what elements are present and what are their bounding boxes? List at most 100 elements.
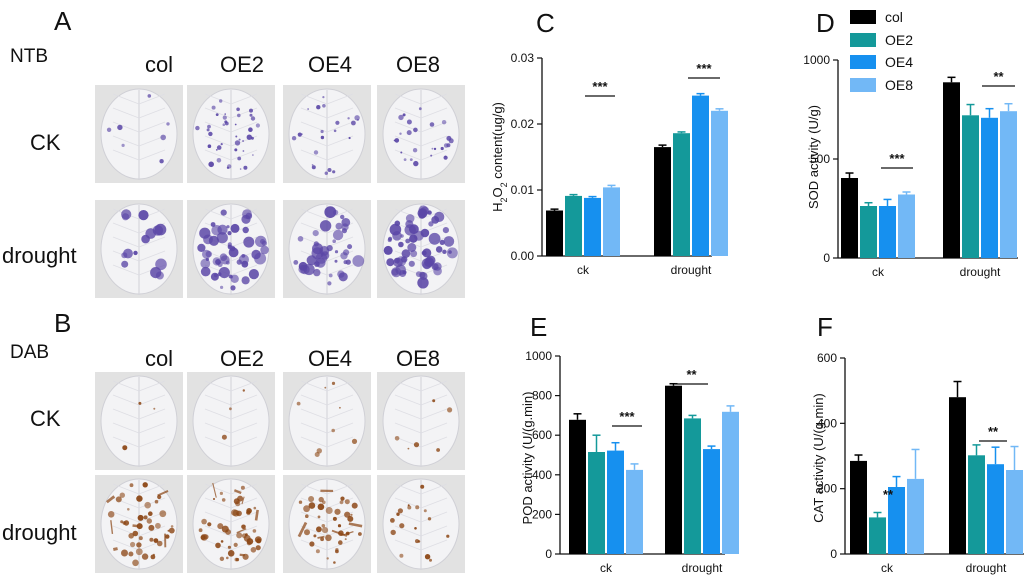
panel-b-row-header-ck: CK: [30, 406, 61, 431]
bar-drought-col: [943, 82, 960, 258]
legend: col OE2 OE4 OE8: [850, 6, 913, 96]
leaf-photo-ntb-ck-col: [95, 85, 183, 183]
legend-swatch-oe2: [850, 32, 876, 47]
bar-drought-oe4: [692, 95, 709, 256]
bar-ck-oe4: [607, 450, 624, 554]
panel-a-label: A: [54, 6, 72, 36]
y-tick-label: 500: [810, 152, 830, 166]
y-axis-label: POD activity (U/(g.min): [520, 392, 535, 525]
chart-c-h2o2: C 0.00 0.01 0.02 0.03 H2O2 content(ug/g) ck dro…: [490, 8, 728, 277]
panel-b-col-header-oe4: OE4: [307, 346, 353, 371]
legend-label-oe2: OE2: [885, 31, 914, 48]
leaf-photo-dab-ck-col: [95, 372, 183, 470]
panel-b-label: B: [54, 308, 72, 338]
bar-ck-oe2: [860, 206, 877, 258]
x-category-label: drought: [966, 561, 1007, 575]
legend-swatch-col: [850, 10, 876, 25]
y-axis-label: H2O2 content(ug/g): [490, 102, 509, 212]
x-category-label: drought: [671, 263, 712, 277]
bar-drought-oe8: [1006, 470, 1023, 554]
leaf-photo-dab-ck-oe2: [187, 372, 275, 470]
bar-drought-oe2: [673, 133, 690, 256]
x-category-label: drought: [682, 561, 723, 575]
x-category-label: ck: [600, 561, 613, 575]
panel-a-col-header-oe2: OE2: [219, 52, 265, 77]
bar-ck-oe4: [888, 487, 905, 554]
bar-drought-oe2: [962, 115, 979, 258]
bar-ck-col: [841, 178, 858, 258]
y-tick-label: 600: [817, 351, 837, 365]
bar-ck-oe8: [898, 194, 915, 258]
y-tick-label: 200: [817, 482, 837, 496]
panel-a-col-header-col: col: [144, 52, 174, 77]
y-tick-label: 0.02: [511, 117, 535, 131]
bar-drought-oe4: [987, 464, 1004, 554]
bar-drought-oe2: [968, 455, 985, 554]
leaf-photo-dab-drought-oe2: [187, 475, 275, 573]
leaf-photo-ntb-drought-oe2: [187, 200, 275, 298]
bar-ck-oe8: [626, 469, 643, 554]
x-category-label: ck: [881, 561, 894, 575]
leaf-photo-ntb-drought-oe4: [283, 200, 371, 298]
chart-f-cat: F 0 200 400 600 CAT activity (U/(g.min) ck drou…: [811, 312, 1024, 575]
panel-a-row-header-drought: drought: [2, 243, 77, 268]
bar-ck-col: [546, 210, 563, 256]
y-tick-label: 800: [532, 389, 552, 403]
bar-drought-col: [665, 385, 682, 554]
bar-drought-oe4: [981, 117, 998, 259]
x-category-label: ck: [577, 263, 590, 277]
leaf-photo-dab-drought-oe4: [283, 475, 371, 573]
chart-e-pod: E 0 200 400 600 800 1000 POD activity (U/(g.min…: [520, 312, 739, 575]
y-tick-label: 600: [532, 428, 552, 442]
y-axis-label: CAT activity (U/(g.min): [811, 393, 826, 523]
y-tick-label: 400: [817, 416, 837, 430]
leaf-photo-ntb-ck-oe2: [187, 85, 275, 183]
bar-ck-oe4: [584, 197, 601, 256]
chart-e-panel-letter: E: [530, 312, 547, 342]
leaf-photo-dab-drought-col: [95, 475, 183, 573]
y-tick-label: 0.03: [511, 51, 535, 65]
significance-stars: ***: [619, 409, 635, 424]
leaf-photo-ntb-ck-oe8: [377, 85, 465, 183]
bar-drought-oe2: [684, 418, 701, 554]
significance-stars: **: [993, 69, 1004, 84]
leaf-photo-ntb-drought-oe8: [377, 200, 465, 298]
panel-b-stain-label: DAB: [10, 342, 50, 363]
legend-item-oe8: OE8: [850, 74, 913, 97]
legend-item-col: col: [850, 6, 913, 29]
panel-b-col-header-oe8: OE8: [395, 346, 441, 371]
panel-a-stain-label: NTB: [10, 46, 48, 67]
leaf-photo-ntb-drought-col: [95, 200, 183, 298]
legend-item-oe4: OE4: [850, 51, 913, 74]
bar-drought-oe8: [1000, 111, 1017, 258]
chart-c-panel-letter: C: [536, 8, 555, 38]
y-tick-label: 1000: [803, 53, 830, 67]
panel-a-col-header-oe8: OE8: [395, 52, 441, 77]
chart-d-panel-letter: D: [816, 8, 835, 38]
panel-a-col-header-oe4: OE4: [307, 52, 353, 77]
bar-ck-col: [850, 460, 867, 554]
leaf-photo-ntb-ck-oe4: [283, 85, 371, 183]
bar-ck-col: [569, 419, 586, 554]
bar-drought-oe8: [711, 110, 728, 256]
leaf-photo-dab-ck-oe8: [377, 372, 465, 470]
bar-ck-oe2: [588, 452, 605, 554]
significance-stars: ***: [696, 61, 712, 76]
bar-drought-oe8: [722, 411, 739, 554]
bar-ck-oe8: [603, 187, 620, 256]
significance-stars: **: [883, 487, 894, 502]
y-tick-label: 1000: [525, 349, 552, 363]
y-tick-label: 0.00: [511, 249, 535, 263]
panel-a-row-header-ck: CK: [30, 130, 61, 155]
significance-stars: **: [988, 424, 999, 439]
significance-stars: **: [686, 367, 697, 382]
bar-drought-col: [654, 147, 671, 256]
y-axis-label: SOD activity (U/g): [806, 105, 821, 209]
y-tick-label: 0: [545, 547, 552, 561]
y-tick-label: 0: [830, 547, 837, 561]
x-category-label: ck: [872, 265, 885, 279]
panel-b-col-header-col: col: [144, 346, 174, 371]
bar-ck-oe4: [879, 206, 896, 258]
leaf-photo-dab-ck-oe4: [283, 372, 371, 470]
